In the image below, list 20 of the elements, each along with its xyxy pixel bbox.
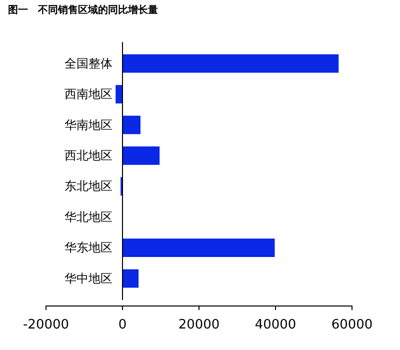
x-tick-label: 60000 (331, 318, 373, 333)
bar (122, 146, 160, 165)
y-tick-label: 华北地区 (64, 210, 112, 224)
y-tick-label: 西北地区 (64, 148, 112, 162)
y-tick-label: 西南地区 (64, 87, 112, 102)
chart-title: 图一 不同销售区域的同比增长量 (8, 4, 158, 16)
bar (122, 116, 140, 134)
y-tick-label: 华东地区 (64, 240, 112, 255)
x-tick-label: 20000 (178, 318, 220, 333)
x-tick-label: 0 (118, 318, 127, 333)
bar (122, 238, 275, 257)
bar (122, 54, 339, 73)
x-tick-label: -20000 (22, 318, 70, 333)
bar (116, 85, 122, 104)
x-tick-label: 40000 (254, 318, 296, 333)
y-tick-label: 东北地区 (64, 179, 112, 194)
y-tick-label: 华南地区 (64, 118, 112, 132)
bar (122, 269, 139, 288)
y-tick-label: 全国整体 (64, 56, 112, 70)
y-tick-label: 华中地区 (64, 271, 112, 286)
